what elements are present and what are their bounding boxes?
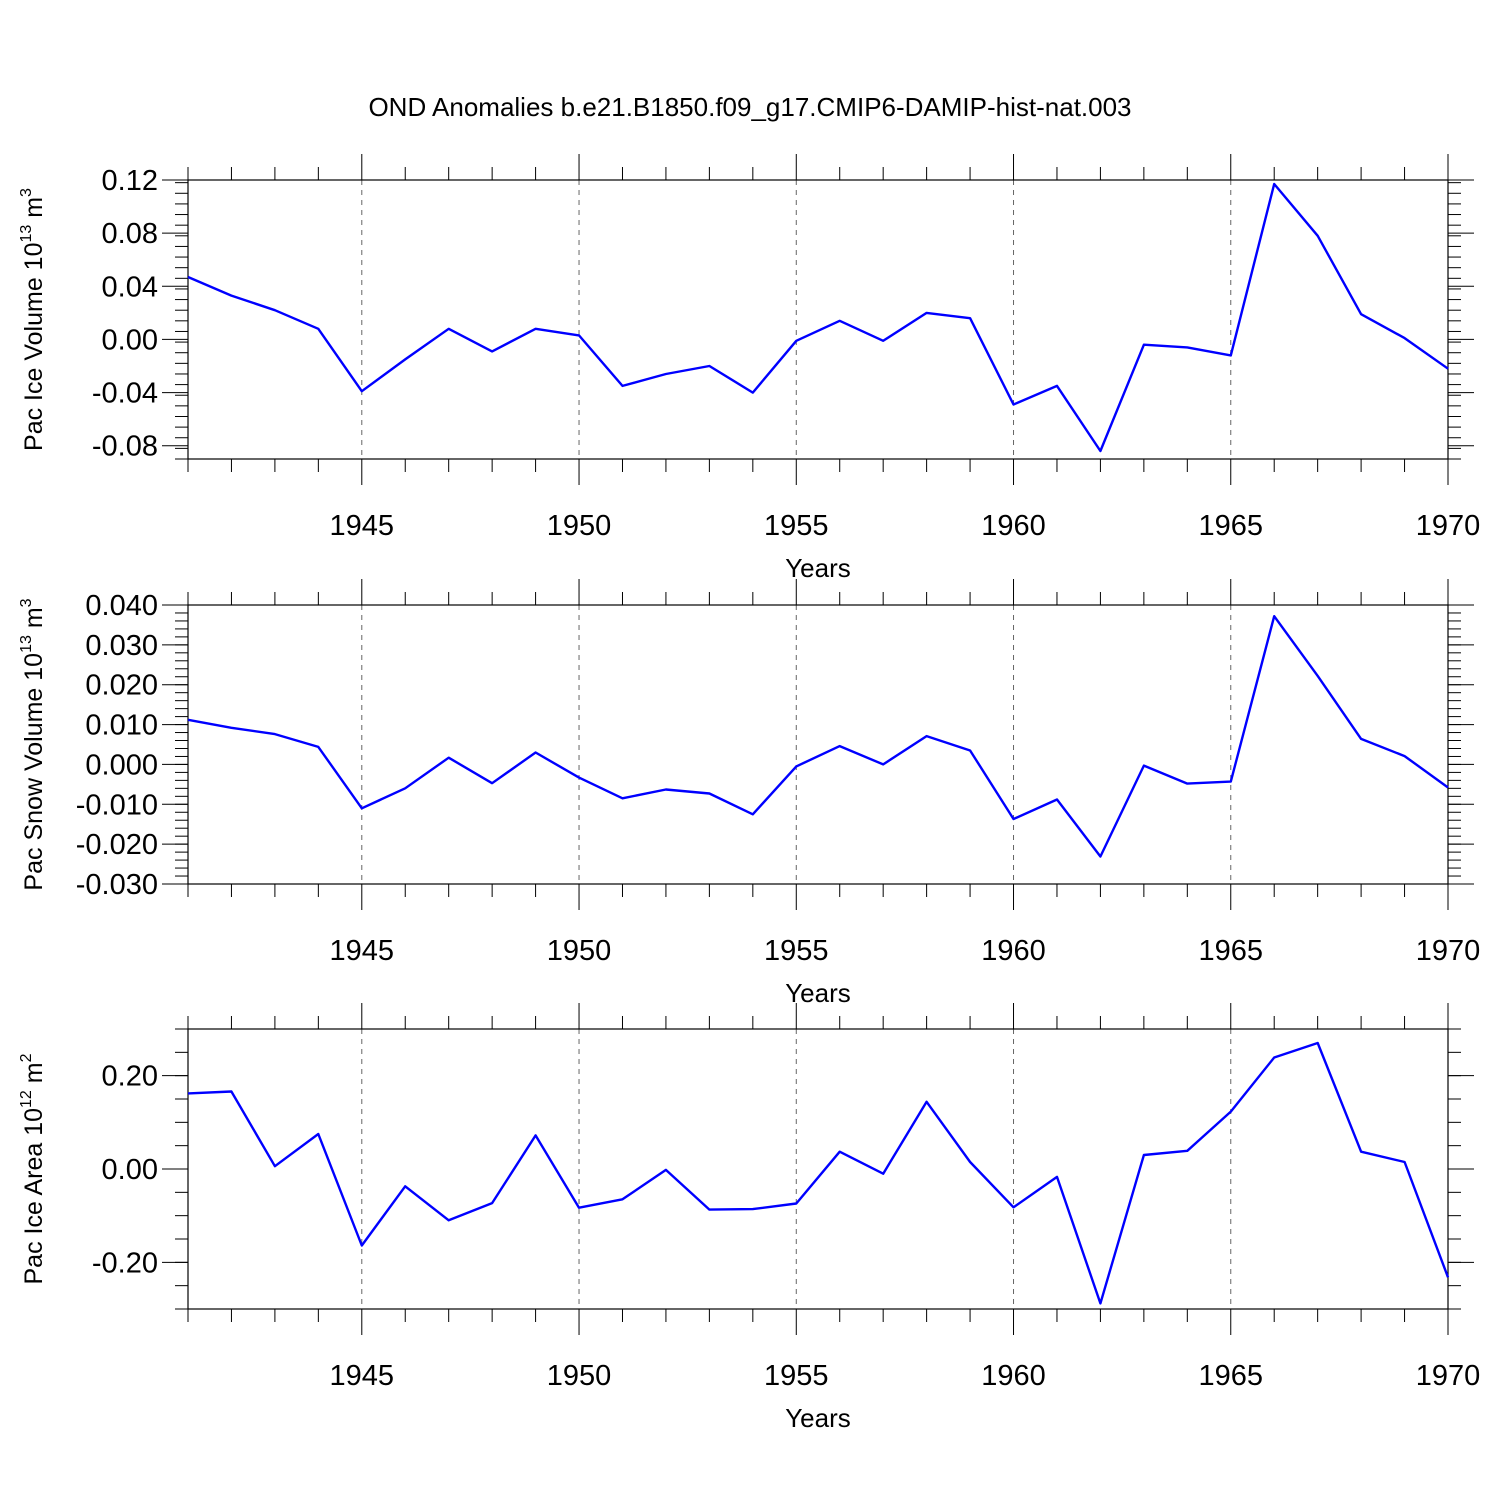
- x-tick-label: 1970: [1416, 510, 1481, 542]
- x-tick-label: 1970: [1416, 935, 1481, 967]
- y-tick-label: 0.08: [102, 218, 158, 250]
- series-line: [187, 1041, 1450, 1305]
- x-tick-label: 1970: [1416, 1360, 1481, 1392]
- x-tick-label: 1950: [547, 510, 612, 542]
- x-axis-label: Years: [785, 978, 851, 1008]
- x-tick-label: 1965: [1199, 510, 1264, 542]
- x-tick-label: 1945: [330, 935, 395, 967]
- plot-frame: [187, 179, 1449, 460]
- x-tick-label: 1950: [547, 935, 612, 967]
- x-tick-label: 1955: [764, 935, 829, 967]
- y-tick-label: 0.00: [102, 324, 158, 356]
- y-tick-label: 0.020: [85, 670, 158, 702]
- x-tick-label: 1955: [764, 1360, 829, 1392]
- x-axis-label: Years: [785, 1403, 851, 1433]
- panels: -0.08 -0.04 0.00 0.04 0.08 0.12 1945 1950 1955 19…: [18, 154, 1480, 1433]
- x-tick-label: 1950: [547, 1360, 612, 1392]
- chart-panel-2: -0.030 -0.020 -0.010 0.000 0.010 0.020 0.030 0.…: [18, 579, 1480, 1008]
- chart-panel-3: -0.20 0.00 0.20 1945 1950 1955 1960 1965 1970 Yea…: [18, 1003, 1480, 1433]
- y-tick-label: 0.04: [102, 271, 158, 303]
- series-line: [187, 182, 1449, 453]
- y-tick-label: 0.010: [85, 710, 158, 742]
- y-tick-label: 0.20: [102, 1061, 158, 1093]
- x-tick-label: 1960: [981, 1360, 1046, 1392]
- y-tick-label: 0.030: [85, 630, 158, 662]
- series-line: [187, 615, 1449, 858]
- plot-frame: [187, 604, 1449, 885]
- y-tick-label: -0.030: [76, 869, 158, 901]
- y-tick-label: -0.20: [92, 1247, 158, 1279]
- y-tick-label: 0.12: [102, 165, 158, 197]
- y-axis-label: Pac Ice Area 1012 m2: [18, 1053, 48, 1284]
- y-tick-label: -0.08: [92, 431, 158, 463]
- x-tick-label: 1960: [981, 510, 1046, 542]
- x-tick-label: 1945: [330, 510, 395, 542]
- y-axis-label: Pac Ice Volume 1013 m3: [18, 188, 48, 451]
- x-tick-label: 1945: [330, 1360, 395, 1392]
- x-tick-label: 1965: [1199, 935, 1264, 967]
- chart-panel-1: -0.08 -0.04 0.00 0.04 0.08 0.12 1945 1950 1955 19…: [18, 154, 1480, 583]
- y-tick-label: 0.040: [85, 590, 158, 622]
- y-tick-label: 0.00: [102, 1154, 158, 1186]
- plot-frame: [187, 1028, 1449, 1310]
- x-tick-label: 1960: [981, 935, 1046, 967]
- y-tick-label: -0.04: [92, 378, 158, 410]
- y-axis-label: Pac Snow Volume 1013 m3: [18, 598, 48, 890]
- x-axis-label: Years: [785, 553, 851, 583]
- y-tick-label: 0.000: [85, 749, 158, 781]
- x-tick-label: 1965: [1199, 1360, 1264, 1392]
- y-tick-label: -0.020: [76, 829, 158, 861]
- y-tick-label: -0.010: [76, 789, 158, 821]
- figure-title: OND Anomalies b.e21.B1850.f09_g17.CMIP6-…: [368, 92, 1131, 122]
- x-tick-label: 1955: [764, 510, 829, 542]
